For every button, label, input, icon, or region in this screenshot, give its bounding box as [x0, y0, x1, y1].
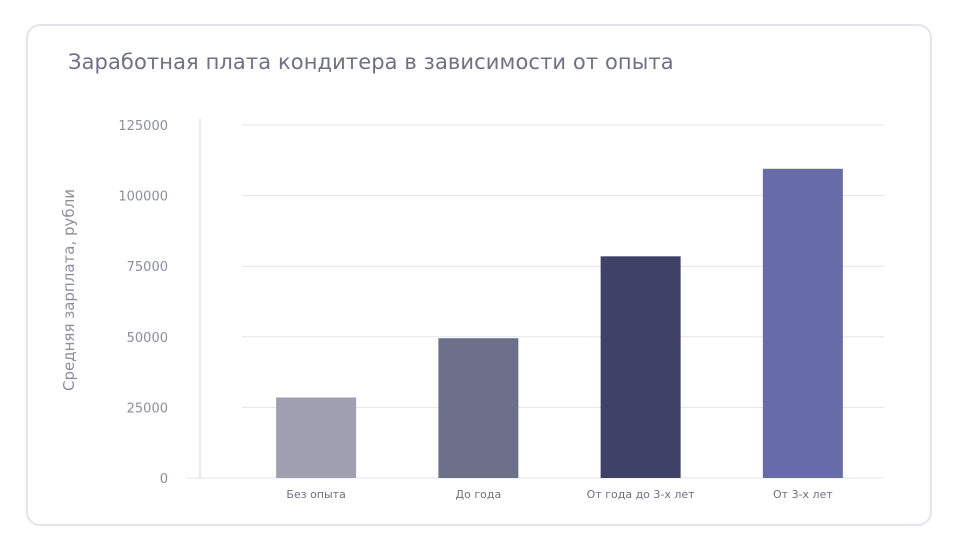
chart-title: Заработная плата кондитера в зависимости… [68, 50, 674, 74]
x-tick-label: До года [456, 488, 502, 501]
bar [276, 397, 357, 478]
y-tick-label: 25000 [127, 401, 168, 416]
y-tick-label: 0 [160, 472, 168, 487]
x-tick-label: От года до 3-х лет [587, 488, 696, 501]
bar [600, 256, 681, 478]
y-tick-labels: 0 25000 50000 75000 100000 125000 [118, 119, 168, 487]
y-axis-title: Средняя зарплата, рубли [60, 189, 78, 391]
x-tick-label: Без опыта [286, 488, 345, 501]
x-tick-label: От 3-х лет [773, 488, 833, 501]
bar [762, 168, 843, 478]
bar [438, 338, 519, 478]
y-tick-label: 50000 [127, 331, 168, 346]
y-tick-label: 100000 [118, 190, 168, 205]
bars [276, 168, 843, 478]
y-tick-label: 75000 [127, 260, 168, 275]
y-tick-label: 125000 [118, 119, 168, 134]
x-tick-labels: Без опыта До года От года до 3-х лет От 3-х… [286, 488, 833, 501]
